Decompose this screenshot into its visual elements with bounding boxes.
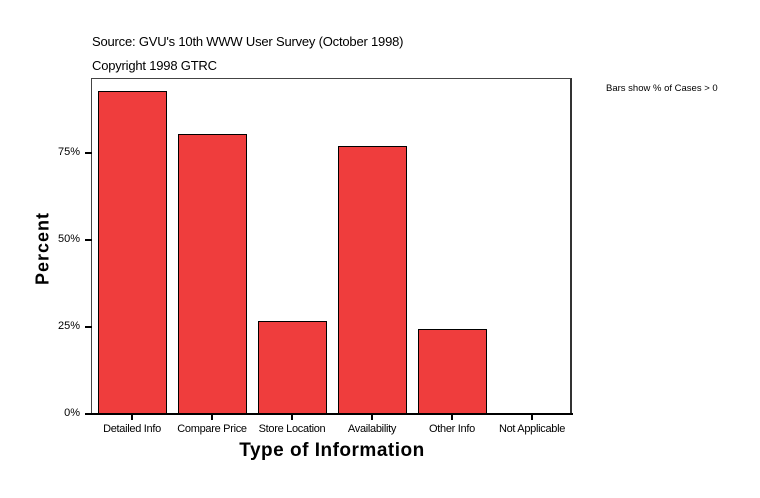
x-tick-label: Availability [347, 423, 397, 435]
x-axis-line [85, 413, 573, 415]
bar-store-location [258, 321, 327, 414]
plot-frame [91, 78, 572, 414]
x-tick-label: Detailed Info [103, 423, 161, 435]
y-tick [85, 326, 92, 328]
bar-compare-price [178, 134, 247, 414]
x-axis-title: Type of Information [239, 440, 425, 461]
x-tick [291, 414, 293, 420]
x-tick [451, 414, 453, 420]
x-tick-label: Compare Price [177, 423, 247, 435]
x-tick-label: Not Applicable [498, 423, 566, 435]
chart-note: Bars show % of Cases > 0 [606, 83, 718, 94]
chart-copyright: Copyright 1998 GTRC [92, 58, 217, 73]
x-tick-label: Store Location [258, 423, 326, 435]
bar-detailed-info [98, 91, 167, 414]
y-tick [85, 152, 92, 154]
x-tick [211, 414, 213, 420]
y-tick [85, 413, 92, 415]
x-tick [131, 414, 133, 420]
x-tick [531, 414, 533, 420]
y-tick-label: 50% [57, 233, 80, 245]
y-tick-label: 75% [57, 146, 80, 158]
bar-availability [338, 146, 407, 414]
y-tick-label: 25% [57, 320, 80, 332]
y-tick-label: 0% [64, 407, 80, 419]
x-tick [371, 414, 373, 420]
bar-other-info [418, 329, 487, 414]
chart-source: Source: GVU's 10th WWW User Survey (Octo… [92, 34, 404, 49]
x-tick-label: Other Info [429, 423, 475, 435]
y-axis-title: Percent [32, 211, 53, 286]
y-tick [85, 239, 92, 241]
